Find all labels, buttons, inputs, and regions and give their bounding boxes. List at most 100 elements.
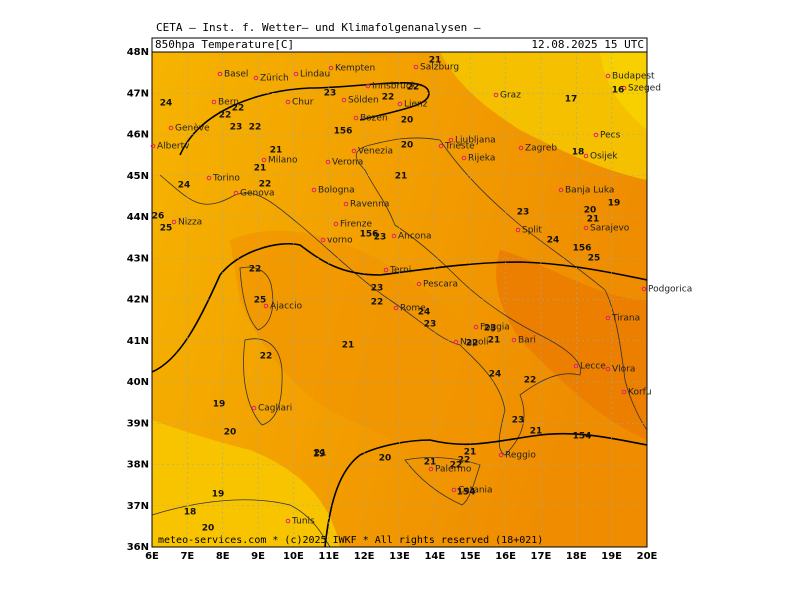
city-marker	[261, 157, 267, 163]
city-label: Bern	[218, 98, 239, 108]
contour-label: 20	[401, 141, 414, 151]
city-marker	[605, 73, 611, 79]
contour-label: 21	[270, 146, 283, 156]
lat-label: 48N	[127, 47, 149, 58]
city-marker	[293, 71, 299, 77]
lon-label: 16E	[495, 551, 516, 562]
city-marker	[583, 225, 589, 231]
contour-label: 20	[202, 524, 215, 534]
contour-label: 23	[371, 284, 384, 294]
contour-label: 25	[588, 254, 601, 264]
city-label: Lienz	[404, 100, 428, 110]
lat-label: 37N	[127, 501, 149, 512]
city-marker	[253, 75, 259, 81]
lat-label: 43N	[127, 253, 149, 264]
city-label: Ancona	[398, 232, 432, 242]
city-label: Szeged	[628, 84, 661, 94]
contour-label: 17	[565, 95, 578, 105]
contour-label: 156	[573, 244, 592, 254]
city-marker	[285, 518, 291, 524]
city-label: Tirana	[611, 314, 640, 324]
city-marker	[206, 175, 212, 181]
city-marker	[473, 324, 479, 330]
city-marker	[461, 155, 467, 161]
lon-label: 17E	[531, 551, 552, 562]
city-marker	[311, 187, 317, 193]
city-marker	[448, 137, 454, 143]
city-marker	[393, 305, 399, 311]
lon-label: 15E	[460, 551, 481, 562]
city-label: Ljubljana	[455, 136, 496, 146]
contour-label: 21	[395, 172, 408, 182]
city-marker	[605, 366, 611, 372]
city-label: Zagreb	[525, 144, 557, 154]
coast-balkan	[439, 139, 648, 431]
contour-label: 22	[382, 93, 395, 103]
contour-label: 22	[260, 352, 273, 362]
coastlines	[151, 137, 648, 548]
contour-label: 24	[489, 370, 502, 380]
city-label: Catania	[458, 486, 493, 496]
city-marker	[593, 132, 599, 138]
city-label: Terni	[389, 266, 411, 276]
contour-label: 22	[249, 123, 262, 133]
lon-label: 11E	[318, 551, 339, 562]
city-label: Chur	[292, 98, 314, 108]
lat-label: 44N	[127, 212, 149, 223]
city-marker	[171, 219, 177, 225]
contour-label: 21	[587, 215, 600, 225]
city-label: Innsbruck	[372, 82, 417, 92]
city-marker	[518, 145, 524, 151]
lon-label: 20E	[637, 551, 658, 562]
city-marker	[333, 221, 339, 227]
contour-label: 20	[401, 116, 414, 126]
city-marker	[605, 315, 611, 321]
contour-label: 154	[457, 488, 476, 498]
city-marker	[341, 97, 347, 103]
city-label: Verona	[332, 158, 363, 168]
lon-label: 19E	[601, 551, 622, 562]
cool-area	[600, 52, 647, 130]
city-marker	[383, 267, 389, 273]
contour-label: 22	[371, 298, 384, 308]
contour-label: 18	[184, 508, 197, 518]
contour-label: 21	[429, 56, 442, 66]
city-label: vorno	[327, 236, 353, 246]
city-label: Pescara	[423, 280, 458, 290]
city-label: Nizza	[178, 218, 202, 228]
city-label: Korfu	[628, 388, 652, 398]
contour-label: 23	[484, 324, 497, 334]
city-marker	[493, 92, 499, 98]
city-label: Milano	[268, 156, 298, 166]
isotherm	[151, 243, 648, 373]
coast-italy	[159, 137, 582, 456]
contour-label: 19	[608, 199, 621, 209]
city-label: Ravenna	[350, 200, 389, 210]
city-label: Sölden	[348, 96, 379, 106]
contour-label: 23	[324, 89, 337, 99]
contour-label: 18	[572, 148, 585, 158]
contour-label: 22	[407, 83, 420, 93]
coast-sicily	[404, 457, 481, 506]
city-marker	[583, 153, 589, 159]
city-marker	[413, 64, 419, 70]
contour-label: 23	[374, 233, 387, 243]
city-label: Podgorica	[648, 285, 692, 295]
contour-label: 22	[450, 461, 463, 471]
contour-label: 23	[424, 320, 437, 330]
city-marker	[150, 143, 156, 149]
coast-corsica	[239, 266, 274, 331]
city-label: Bari	[518, 336, 536, 346]
contour-label: 22	[232, 104, 245, 114]
city-label: Bologna	[318, 186, 355, 196]
city-marker	[428, 466, 434, 472]
contour-label: 20	[379, 454, 392, 464]
city-label: Split	[522, 226, 542, 236]
contour-label: 21	[254, 164, 267, 174]
lon-label: 14E	[424, 551, 445, 562]
city-marker	[353, 115, 359, 121]
city-marker	[511, 337, 517, 343]
lat-label: 47N	[127, 88, 149, 99]
lat-label: 36N	[127, 542, 149, 553]
